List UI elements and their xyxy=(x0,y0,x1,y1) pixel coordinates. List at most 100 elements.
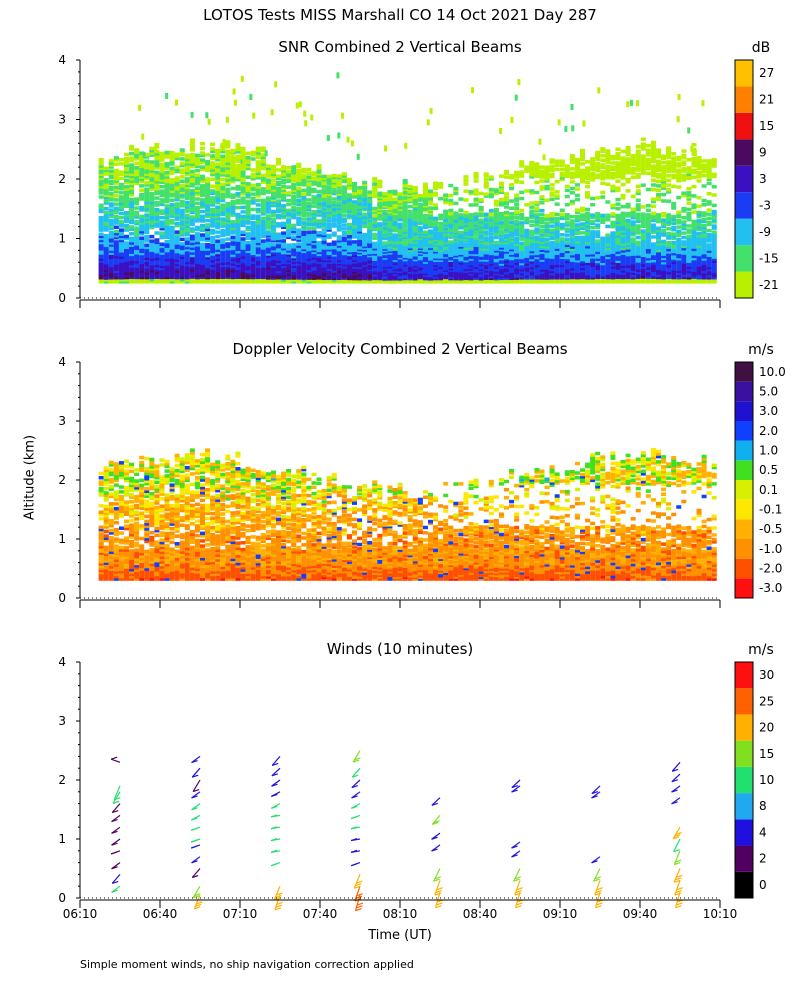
snr-cell xyxy=(301,259,307,263)
snr-cell xyxy=(519,221,525,225)
snr-cell xyxy=(514,170,520,175)
snr-cell xyxy=(270,199,276,204)
snr-cell xyxy=(296,274,302,278)
snr-cell xyxy=(524,216,530,221)
snr-cell xyxy=(118,191,124,195)
snr-cell xyxy=(260,223,266,227)
snr-cell xyxy=(169,203,175,207)
snr-cell xyxy=(326,242,332,247)
snr-cell xyxy=(144,187,150,192)
snr-cell xyxy=(281,274,287,278)
snr-cell xyxy=(144,273,150,278)
snr-cell xyxy=(179,188,185,192)
snr-cell xyxy=(149,225,155,230)
snr-cell xyxy=(154,182,160,186)
snr-cell xyxy=(189,152,195,157)
snr-cell xyxy=(357,224,363,229)
snr-cell xyxy=(301,217,307,221)
snr-cell xyxy=(270,260,276,265)
snr-cell xyxy=(124,228,129,232)
snr-cell xyxy=(200,252,205,256)
snr-cell xyxy=(392,233,398,237)
snr-cell xyxy=(225,237,231,241)
snr-cell xyxy=(281,272,287,276)
snr-cell xyxy=(600,154,606,158)
snr-cell xyxy=(270,188,276,192)
snr-cell xyxy=(240,196,246,201)
snr-cell xyxy=(615,152,621,156)
snr-cell xyxy=(250,275,256,280)
snr-cell xyxy=(301,183,307,187)
snr-cell xyxy=(316,260,322,264)
snr-cell xyxy=(220,149,226,154)
snr-cell xyxy=(220,208,226,212)
snr-cell xyxy=(336,253,342,257)
snr-cell xyxy=(534,190,540,195)
snr-cell xyxy=(98,271,104,276)
snr-cell xyxy=(301,230,307,235)
snr-cell xyxy=(240,264,246,268)
snr-cell xyxy=(108,247,114,251)
snr-cell xyxy=(306,268,312,273)
snr-cell xyxy=(276,191,281,195)
snr-cell xyxy=(103,197,109,201)
snr-cell xyxy=(113,263,119,267)
snr-cell xyxy=(205,166,211,170)
snr-cell xyxy=(539,208,545,213)
snr-cell xyxy=(164,197,170,202)
snr-cell xyxy=(169,232,175,237)
snr-cell xyxy=(336,267,342,272)
snr-cell xyxy=(245,201,251,206)
snr-cell xyxy=(504,192,509,196)
snr-cell xyxy=(240,250,246,255)
snr-cell xyxy=(240,176,246,180)
snr-cell xyxy=(98,251,104,255)
snr-cell xyxy=(134,201,140,206)
snr-cell xyxy=(291,254,297,259)
snr-cell xyxy=(301,236,307,240)
snr-cell xyxy=(220,182,226,186)
snr-cell xyxy=(286,169,292,174)
snr-cell xyxy=(200,160,205,165)
snr-cell xyxy=(210,203,216,207)
snr-cell xyxy=(346,222,352,227)
snr-cell xyxy=(301,276,307,280)
snr-cell xyxy=(316,254,322,259)
snr-cell xyxy=(124,241,129,245)
snr-cell xyxy=(260,243,266,248)
snr-cell xyxy=(220,219,226,224)
snr-cell xyxy=(210,252,216,256)
snr-cell xyxy=(200,259,205,263)
snr-cell xyxy=(194,208,200,212)
snr-cell xyxy=(129,199,135,204)
snr-cell xyxy=(139,166,145,171)
snr-cell xyxy=(113,280,119,284)
snr-cell xyxy=(205,271,211,275)
snr-cell xyxy=(134,228,140,233)
snr-cell xyxy=(215,252,221,257)
snr-cell xyxy=(210,142,216,147)
snr-cell xyxy=(281,225,287,230)
snr-cell xyxy=(245,199,251,204)
snr-cell xyxy=(245,232,251,236)
snr-cell xyxy=(336,256,342,261)
snr-cell xyxy=(144,249,150,254)
snr-cell xyxy=(336,179,342,184)
snr-cell xyxy=(230,200,236,204)
snr-cell xyxy=(311,198,317,203)
snr-cell xyxy=(118,186,124,191)
snr-cell xyxy=(281,198,287,202)
snr-cell xyxy=(281,276,287,280)
snr-cell xyxy=(265,220,271,224)
snr-cell xyxy=(225,173,231,177)
snr-cell xyxy=(255,148,261,153)
snr-cell xyxy=(265,208,271,212)
snr-cell xyxy=(276,253,281,257)
snr-cell xyxy=(276,261,281,265)
snr-cell xyxy=(306,249,312,254)
snr-cell xyxy=(240,248,246,253)
snr-cell xyxy=(194,264,200,269)
snr-cell xyxy=(255,153,261,157)
snr-cell xyxy=(220,263,226,268)
snr-cell xyxy=(134,199,140,204)
